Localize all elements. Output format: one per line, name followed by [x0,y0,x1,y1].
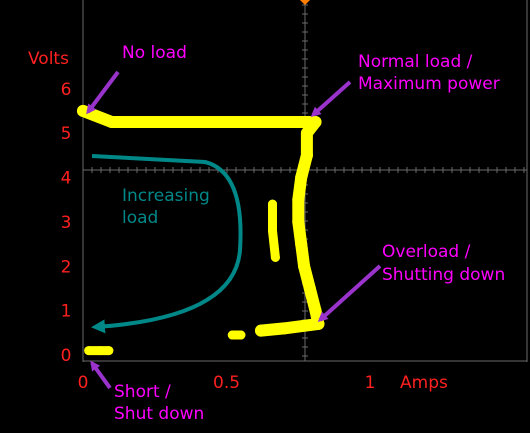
x-tick-label: 0.5 [213,373,240,393]
trace-point [220,116,233,129]
y-tick-label: 3 [61,213,72,233]
trace-point [298,260,311,273]
y-tick-label: 5 [61,124,72,144]
trace-point [84,346,94,356]
trace-point [292,193,305,206]
trace-point [303,282,316,295]
y-tick-label: 4 [61,169,72,189]
trace-point [255,324,267,337]
trace-point [295,238,308,251]
no-load-arrow [86,70,120,115]
increasing-load-label-line-1: Increasing [122,186,210,206]
trigger-marker-icon [300,0,310,5]
trace-point [105,116,118,129]
trace-point [95,346,105,356]
no-load-label: No load [122,43,187,63]
y-tick-label: 1 [61,302,72,322]
trace-point [163,116,176,129]
y-axis-label: Volts [28,49,69,69]
trace-point [267,226,277,236]
trace-point [277,116,290,129]
trace-point [191,116,204,129]
trace-point [267,199,277,209]
normal-load-arrow [310,80,352,117]
y-tick-label: 2 [61,257,72,277]
trace-point [249,116,262,129]
trace-point [295,171,308,184]
trace-point [270,252,280,262]
increasing-load-label-line-2: load [122,208,158,228]
normal-load-label-line-2: Maximum power [358,74,500,94]
short-arrow [90,360,112,390]
trace-point [227,330,237,340]
x-tick-labels: 0 0.5 1 [78,373,376,393]
trace-point [300,127,313,140]
trace-point [277,322,290,335]
overload-arrow [317,264,382,323]
y-tick-label: 0 [61,346,72,366]
normal-load-label-line-1: Normal load / [358,52,473,72]
short-label-line-2: Shut down [114,404,204,424]
x-axis-label: Amps [400,373,448,393]
overload-label-line-1: Overload / [382,242,471,262]
y-tick-label: 6 [61,80,72,100]
trace-point [236,330,246,340]
x-tick-label: 0 [78,373,89,393]
y-tick-labels: 0 1 2 3 4 5 6 [61,80,72,366]
yellow-trace-group [77,104,325,356]
trace-point [292,215,305,228]
trace-point [134,116,147,129]
x-tick-label: 1 [365,373,376,393]
trace-point [104,346,114,356]
increasing-load-curve [91,154,243,334]
trace-point [309,304,322,317]
trace-point [309,116,322,129]
overload-label-line-2: Shutting down [382,265,505,285]
trace-point [77,104,89,117]
short-label-line-1: Short / [114,382,171,402]
trace-point [300,149,313,162]
